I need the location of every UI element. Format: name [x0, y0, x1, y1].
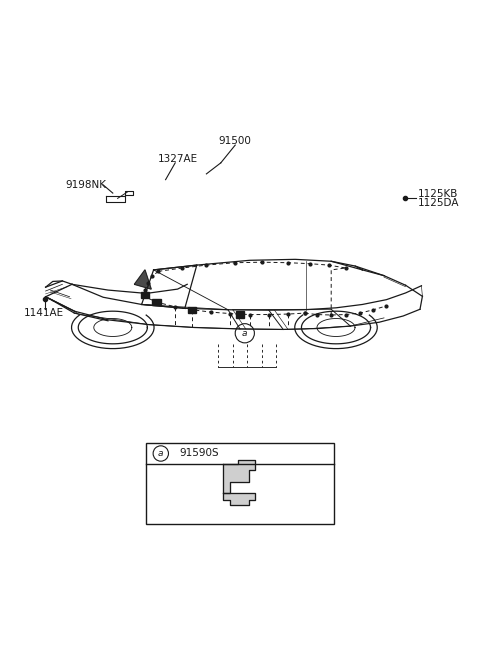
Text: 9198NK: 9198NK: [65, 180, 106, 190]
Bar: [152, 299, 161, 305]
Text: 1125KB: 1125KB: [418, 189, 458, 199]
Text: a: a: [242, 329, 248, 338]
Text: a: a: [158, 449, 164, 458]
Bar: [188, 307, 196, 313]
Text: 1141AE: 1141AE: [24, 308, 64, 318]
Text: 91590S: 91590S: [179, 449, 219, 458]
Bar: [141, 292, 149, 299]
Bar: [146, 443, 334, 524]
Bar: [236, 311, 244, 318]
Text: 1125DA: 1125DA: [418, 198, 459, 208]
Polygon shape: [223, 460, 255, 493]
Text: 1327AE: 1327AE: [157, 153, 198, 164]
Polygon shape: [134, 270, 151, 289]
Polygon shape: [223, 493, 255, 505]
Text: 91500: 91500: [219, 136, 252, 146]
